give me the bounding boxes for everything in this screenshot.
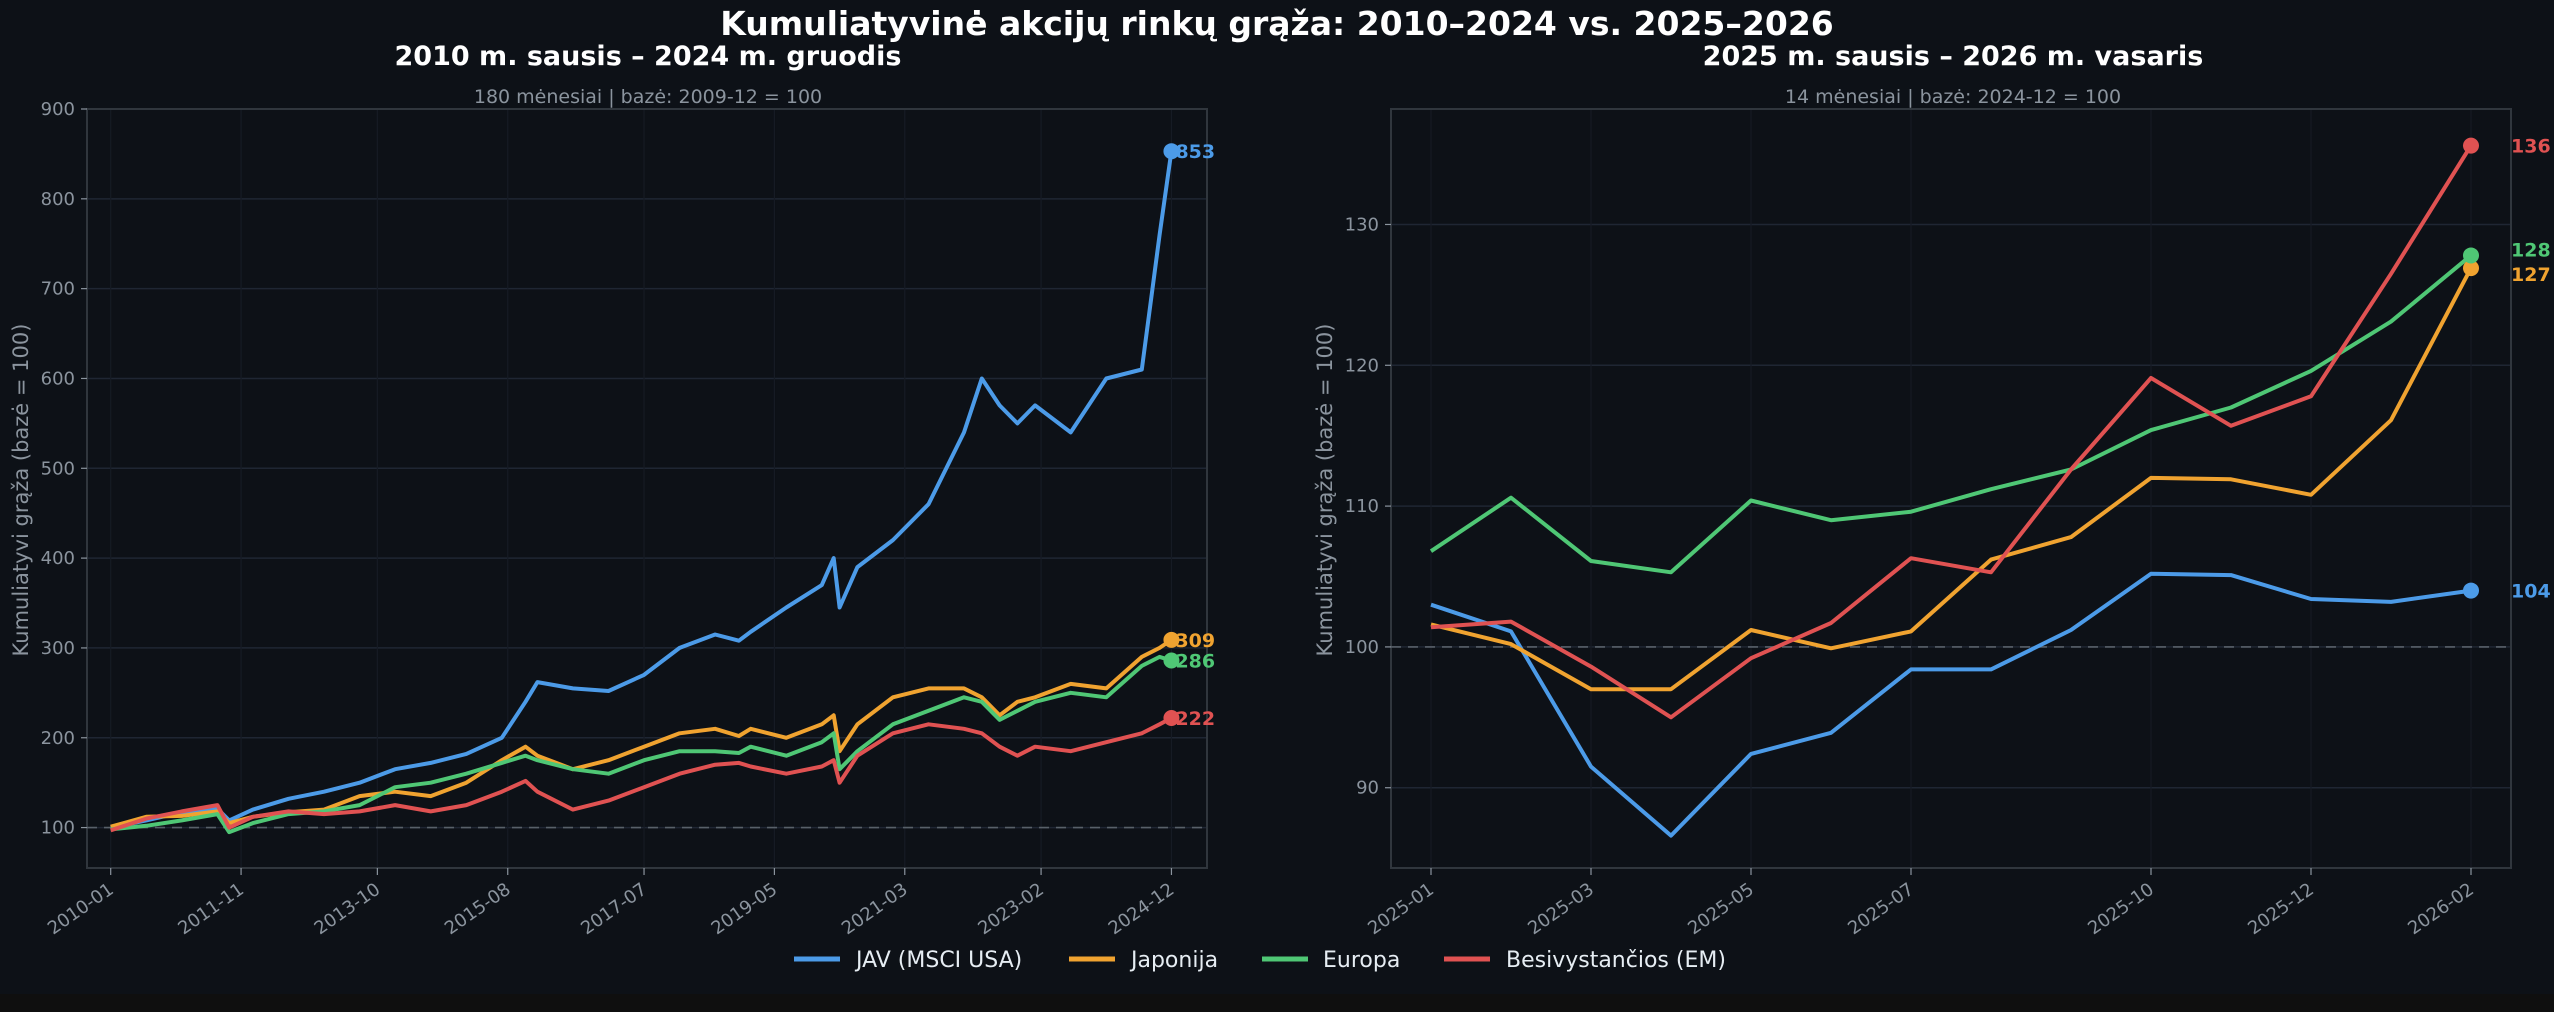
panel-right-lines [1429, 144, 2473, 838]
x-tick-label: 2025-07 [1844, 879, 1918, 939]
panel-right: 2025 m. sausis – 2026 m. vasaris 14 mėne… [1313, 41, 2551, 939]
panel-right-yticks: 90 100 110 120 130 [1345, 214, 1391, 799]
y-tick-label: 100 [41, 818, 75, 839]
end-label-jav: 104 [2511, 581, 2551, 603]
bottom-strip [0, 994, 2554, 1012]
y-tick-label: 200 [41, 728, 75, 749]
legend-label-jav: JAV (MSCI USA) [854, 948, 1022, 973]
end-marker-jav [1163, 143, 1180, 160]
end-label-japonija: 127 [2511, 264, 2551, 286]
y-tick-label: 120 [1345, 355, 1379, 376]
panel-right-title: 2025 m. sausis – 2026 m. vasaris [1703, 41, 2204, 72]
series-line-jav [1430, 571, 2472, 838]
end-marker-em [2463, 137, 2479, 154]
panel-left-title: 2010 m. sausis – 2024 m. gruodis [395, 41, 902, 72]
end-label-em: 136 [2511, 136, 2551, 158]
series-line-em [1430, 144, 2473, 720]
end-label-japonija: 309 [1175, 630, 1215, 652]
legend: JAV (MSCI USA) Japonija Europa Besivysta… [794, 948, 1726, 973]
x-tick-label: 2025-03 [1524, 879, 1598, 939]
legend-item-japonija: Japonija [1069, 948, 1218, 973]
end-label-europa: 128 [2511, 239, 2551, 261]
x-tick-label: 2013-10 [311, 879, 385, 939]
legend-label-em: Besivystančios (EM) [1506, 948, 1726, 973]
panel-left-subtitle: 180 mėnesiai | bazė: 2009-12 = 100 [474, 86, 822, 108]
x-tick-label: 2026-02 [2404, 879, 2478, 939]
panel-left-grid [87, 108, 1207, 868]
end-marker-europa [2463, 247, 2479, 264]
panel-right-ylabel: Kumuliatyvi grąža (bazė = 100) [1313, 324, 1337, 657]
panel-right-grid [1391, 109, 2511, 868]
x-tick-label: 2011-11 [174, 879, 248, 939]
x-tick-label: 2021-03 [838, 879, 912, 939]
legend-item-em: Besivystančios (EM) [1444, 948, 1726, 973]
x-tick-label: 2017-07 [577, 879, 651, 939]
y-tick-label: 400 [41, 548, 75, 569]
y-tick-label: 100 [1345, 637, 1379, 658]
legend-item-europa: Europa [1262, 948, 1400, 973]
panel-left-ylabel: Kumuliatyvi grąža (bazė = 100) [9, 324, 33, 657]
y-tick-label: 130 [1345, 214, 1379, 235]
series-line-em [110, 716, 1173, 833]
x-tick-label: 2025-05 [1684, 879, 1758, 939]
panel-left: 2010 m. sausis – 2024 m. gruodis 180 mėn… [9, 41, 1215, 939]
panel-left-xticks: 2010-01 2011-11 2013-10 2015-08 2017-07 2019-… [44, 868, 1178, 939]
end-label-europa: 286 [1175, 651, 1215, 673]
panel-left-lines [110, 150, 1174, 835]
panel-right-axes-frame [1390, 108, 2512, 869]
y-tick-label: 800 [41, 189, 75, 210]
panel-right-subtitle: 14 mėnesiai | bazė: 2024-12 = 100 [1785, 86, 2121, 108]
x-tick-label: 2010-01 [44, 879, 118, 939]
plot-area [1391, 109, 2511, 868]
panel-left-yticks: 100 200 300 400 500 600 700 800 900 [41, 99, 87, 839]
legend-item-jav: JAV (MSCI USA) [794, 948, 1022, 973]
x-tick-label: 2015-08 [441, 879, 515, 939]
x-tick-label: 2023-02 [974, 879, 1048, 939]
end-marker-europa [1163, 652, 1180, 669]
figure-title: Kumuliatyvinė akcijų rinkų grąža: 2010–2… [720, 4, 1834, 43]
series-line-japonija [1430, 267, 2473, 692]
plot-area [87, 109, 1207, 868]
x-tick-label: 2025-12 [2244, 879, 2318, 939]
end-marker-japonija [1163, 631, 1180, 648]
y-tick-label: 90 [1356, 778, 1379, 799]
y-tick-label: 600 [41, 368, 75, 389]
end-label-jav: 853 [1175, 141, 1215, 163]
panel-right-end-markers: 104 127 128 136 [2463, 136, 2551, 603]
x-tick-label: 2025-10 [2084, 879, 2158, 939]
x-tick-label: 2019-05 [708, 879, 782, 939]
x-tick-label: 2024-12 [1105, 879, 1179, 939]
y-tick-label: 900 [41, 99, 75, 120]
legend-label-japonija: Japonija [1129, 948, 1218, 973]
panel-left-axes-frame [86, 108, 1208, 869]
x-tick-label: 2025-01 [1364, 879, 1438, 939]
y-tick-label: 110 [1345, 496, 1379, 517]
end-marker-jav [2463, 582, 2479, 599]
y-tick-label: 700 [41, 279, 75, 300]
y-tick-label: 500 [41, 458, 75, 479]
series-line-europa [1429, 253, 2473, 575]
end-marker-japonija [2463, 260, 2479, 277]
end-label-em: 222 [1175, 708, 1215, 730]
legend-label-europa: Europa [1323, 948, 1400, 973]
panel-right-xticks: 2025-01 2025-03 2025-05 2025-07 2025-10 2025-… [1364, 868, 2478, 939]
end-marker-em [1163, 709, 1180, 726]
y-tick-label: 300 [41, 638, 75, 659]
series-line-jav [110, 150, 1174, 830]
